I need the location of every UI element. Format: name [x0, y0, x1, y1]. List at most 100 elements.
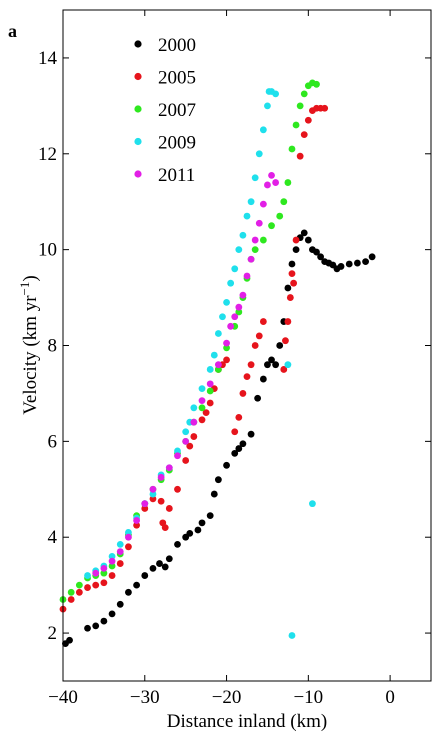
data-point-2011 [149, 485, 157, 493]
data-point-2011 [223, 339, 230, 347]
data-point-2005 [284, 318, 292, 325]
x-tick-label: −10 [293, 687, 323, 708]
data-point-2005 [251, 342, 259, 349]
legend-marker-2007 [134, 105, 142, 113]
data-point-2009 [255, 150, 263, 158]
data-point-2000 [337, 263, 345, 270]
data-point-2007 [223, 344, 230, 352]
data-point-2011 [251, 236, 259, 244]
y-axis-label-main: Velocity (km yr [20, 295, 41, 415]
data-point-2000 [214, 476, 222, 484]
data-point-2005 [108, 572, 116, 579]
data-point-2011 [116, 548, 124, 555]
data-point-2011 [100, 564, 108, 572]
data-point-2009 [231, 265, 239, 273]
data-point-2009 [264, 102, 271, 110]
data-point-2005 [141, 505, 149, 512]
data-point-2009 [239, 231, 247, 239]
legend-label-2007: 2007 [158, 100, 196, 121]
data-point-2005 [292, 236, 300, 244]
data-point-2007 [268, 222, 275, 230]
data-point-2005 [125, 543, 132, 551]
data-point-2000 [141, 572, 149, 579]
data-point-2011 [247, 255, 255, 263]
data-point-2000 [231, 449, 239, 457]
y-tick-label: 12 [38, 144, 57, 165]
legend-marker-2005 [134, 72, 142, 81]
data-point-2009 [309, 500, 316, 508]
y-axis-label: Velocity (km yr−1) [17, 275, 41, 414]
data-point-2007 [288, 145, 296, 153]
data-point-2005 [259, 318, 267, 325]
data-point-2000 [264, 361, 271, 369]
plot-area: −40 −30 −20 −10 0 2 4 6 8 10 12 14 [38, 9, 432, 708]
data-point-2011 [182, 437, 190, 445]
data-point-2005 [133, 521, 141, 529]
axis-ticks: −40 −30 −20 −10 0 2 4 6 8 10 12 14 [38, 10, 431, 708]
data-point-2000 [149, 564, 157, 572]
legend-label-2009: 2009 [158, 133, 196, 154]
data-point-2011 [133, 517, 141, 524]
data-point-2007 [75, 581, 83, 589]
x-tick-label: −30 [130, 687, 160, 708]
data-point-2005 [84, 584, 91, 591]
data-point-2009 [84, 572, 91, 579]
data-point-2011 [206, 380, 214, 388]
y-tick-label: 10 [38, 240, 57, 261]
data-point-2011 [272, 179, 280, 186]
data-point-2009 [125, 529, 132, 536]
data-point-2005 [206, 399, 214, 407]
data-point-2007 [100, 569, 108, 577]
data-point-2005 [67, 596, 75, 603]
data-point-2000 [288, 260, 296, 268]
data-point-2007 [235, 308, 243, 316]
data-point-2007 [108, 562, 116, 570]
data-point-2009 [284, 361, 292, 369]
data-point-2000 [108, 610, 116, 618]
data-point-2009 [219, 313, 226, 321]
data-point-2011 [235, 303, 243, 311]
data-point-2007 [313, 80, 320, 88]
data-point-2009 [210, 351, 218, 359]
data-point-2000 [300, 229, 308, 237]
data-point-2011 [243, 272, 251, 280]
data-point-2011 [259, 200, 267, 208]
data-point-2000 [254, 394, 262, 402]
data-point-2000 [345, 260, 353, 268]
y-tick-label: 2 [48, 623, 58, 644]
data-point-2007 [198, 404, 206, 412]
data-point-2009 [223, 298, 230, 306]
data-point-2005 [202, 409, 210, 416]
legend-label-2000: 2000 [158, 35, 196, 56]
data-point-2005 [231, 428, 239, 436]
data-point-2009 [206, 366, 214, 373]
x-tick-label: 0 [385, 687, 395, 708]
y-tick-label: 4 [48, 527, 58, 548]
y-axis-label-exponent: −1 [17, 282, 32, 296]
data-point-2000 [235, 445, 243, 452]
data-point-2007 [280, 198, 288, 206]
legend-label-2011: 2011 [158, 165, 195, 186]
x-axis-label: Distance inland (km) [167, 711, 327, 732]
legend: 2000 2005 2007 2009 2011 [134, 35, 196, 186]
data-point-2009 [174, 447, 181, 455]
data-point-2000 [268, 356, 275, 364]
data-point-2009 [198, 385, 206, 393]
data-point-2005 [288, 270, 296, 278]
data-point-2005 [174, 485, 181, 493]
data-point-2005 [186, 442, 194, 450]
data-point-2005 [100, 579, 108, 587]
data-point-2005 [296, 152, 304, 160]
data-point-2009 [243, 212, 251, 220]
data-point-2000 [133, 581, 141, 589]
data-point-2007 [251, 246, 259, 254]
data-point-2007 [292, 121, 300, 129]
data-point-2000 [100, 617, 108, 625]
data-point-2005 [247, 361, 255, 369]
data-point-2009 [149, 490, 157, 498]
data-point-2000 [304, 236, 312, 244]
x-tick-label: −20 [212, 687, 242, 708]
data-point-2009 [259, 126, 267, 134]
y-tick-label: 14 [38, 48, 58, 69]
